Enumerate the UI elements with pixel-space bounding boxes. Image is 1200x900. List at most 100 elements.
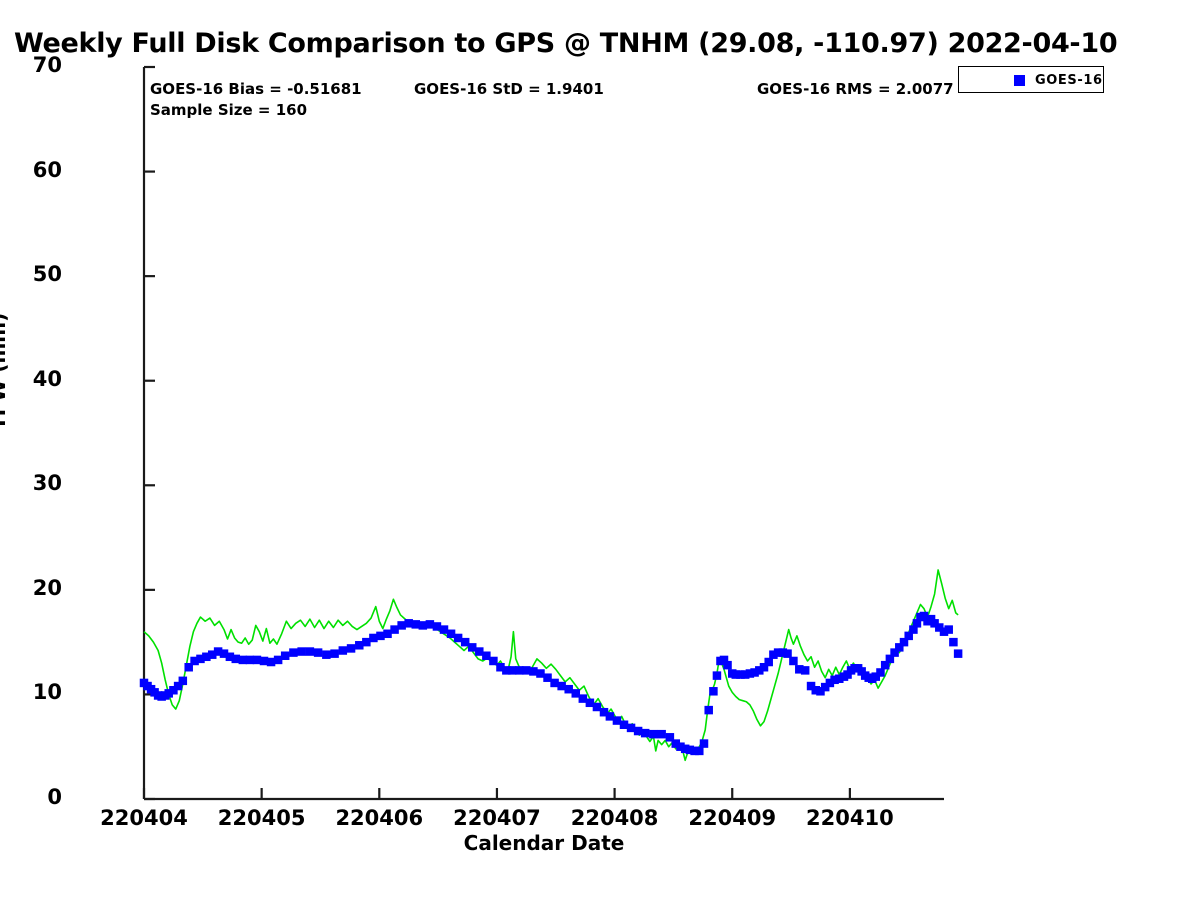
data-point-goes16 bbox=[273, 655, 283, 665]
data-point-goes16 bbox=[904, 631, 913, 641]
data-point-goes16 bbox=[759, 662, 769, 672]
data-point-goes16 bbox=[355, 641, 364, 650]
data-point-goes16 bbox=[482, 651, 491, 660]
data-point-goes16 bbox=[953, 649, 963, 658]
y-tick-label: 50 bbox=[32, 262, 62, 287]
data-point-goes16 bbox=[685, 745, 695, 755]
y-tick-label: 10 bbox=[32, 680, 62, 705]
data-point-goes16 bbox=[297, 647, 306, 656]
data-point-goes16 bbox=[704, 705, 713, 715]
legend-label-goes16: GOES-16 bbox=[1035, 73, 1103, 88]
y-tick-label: 70 bbox=[32, 53, 62, 77]
data-point-goes16 bbox=[496, 662, 505, 672]
data-point-goes16 bbox=[680, 744, 690, 754]
data-point-goes16 bbox=[536, 669, 545, 678]
data-point-goes16 bbox=[605, 712, 615, 721]
data-point-goes16 bbox=[219, 649, 229, 658]
data-point-goes16 bbox=[626, 723, 636, 733]
data-point-goes16 bbox=[939, 627, 949, 636]
legend[interactable]: GOES-16 bbox=[958, 66, 1104, 93]
data-point-goes16 bbox=[773, 648, 783, 657]
data-point-goes16 bbox=[383, 629, 392, 639]
data-point-goes16 bbox=[755, 666, 764, 675]
data-point-goes16 bbox=[369, 633, 378, 643]
y-tick-label: 30 bbox=[32, 471, 62, 496]
page-title: Weekly Full Disk Comparison to GPS @ TNH… bbox=[14, 28, 1118, 59]
data-point-goes16 bbox=[599, 707, 609, 717]
data-point-goes16 bbox=[690, 746, 699, 756]
data-point-goes16 bbox=[515, 666, 524, 675]
data-point-goes16 bbox=[909, 625, 918, 634]
data-point-goes16 bbox=[173, 681, 183, 691]
stat-std: GOES-16 StD = 1.9401 bbox=[414, 80, 604, 98]
data-point-goes16 bbox=[190, 656, 199, 666]
data-point-goes16 bbox=[305, 647, 315, 656]
data-point-goes16 bbox=[502, 666, 511, 675]
data-point-goes16 bbox=[709, 687, 718, 696]
data-point-goes16 bbox=[795, 665, 804, 674]
data-point-goes16 bbox=[489, 656, 498, 666]
data-point-goes16 bbox=[800, 666, 810, 675]
data-point-goes16 bbox=[313, 648, 323, 657]
data-point-goes16 bbox=[835, 674, 844, 683]
data-point-goes16 bbox=[657, 729, 666, 739]
data-point-goes16 bbox=[912, 619, 922, 628]
data-point-goes16 bbox=[178, 676, 188, 686]
data-point-goes16 bbox=[783, 649, 792, 658]
data-point-goes16 bbox=[880, 660, 890, 670]
x-tick-label: 220407 bbox=[453, 806, 541, 830]
data-point-goes16 bbox=[411, 620, 421, 629]
data-point-goes16 bbox=[280, 651, 290, 660]
data-point-goes16 bbox=[238, 655, 248, 665]
data-point-goes16 bbox=[522, 666, 531, 675]
y-tick-label: 40 bbox=[32, 366, 62, 391]
x-tick-label: 220404 bbox=[100, 806, 188, 830]
data-point-goes16 bbox=[876, 668, 885, 677]
data-point-goes16 bbox=[820, 682, 830, 692]
data-point-goes16 bbox=[346, 644, 356, 653]
data-point-goes16 bbox=[811, 686, 821, 695]
data-point-goes16 bbox=[432, 622, 442, 631]
data-point-goes16 bbox=[806, 681, 816, 691]
data-point-goes16 bbox=[164, 689, 173, 698]
data-point-goes16 bbox=[649, 729, 658, 739]
x-axis-label: Calendar Date bbox=[463, 831, 625, 855]
data-point-goes16 bbox=[816, 687, 825, 696]
data-point-goes16 bbox=[571, 689, 581, 698]
data-point-goes16 bbox=[330, 649, 339, 658]
data-point-goes16 bbox=[425, 620, 435, 629]
stat-sample-size: Sample Size = 160 bbox=[150, 101, 308, 119]
data-point-goes16 bbox=[592, 702, 602, 712]
data-point-goes16 bbox=[769, 650, 778, 659]
data-point-goes16 bbox=[557, 681, 566, 691]
data-point-goes16 bbox=[376, 631, 385, 641]
data-point-goes16 bbox=[439, 625, 449, 634]
data-point-goes16 bbox=[585, 698, 595, 708]
data-point-goes16 bbox=[266, 657, 276, 667]
data-point-goes16 bbox=[612, 716, 622, 725]
data-point-goes16 bbox=[169, 686, 178, 695]
data-point-goes16 bbox=[830, 675, 839, 685]
x-axis-ticks bbox=[142, 788, 851, 799]
data-point-goes16 bbox=[719, 655, 729, 665]
data-point-goes16 bbox=[259, 656, 269, 666]
data-point-goes16 bbox=[944, 625, 953, 634]
data-point-goes16 bbox=[184, 662, 193, 672]
stat-bias: GOES-16 Bias = -0.51681 bbox=[150, 80, 362, 98]
data-point-goes16 bbox=[475, 647, 484, 656]
data-point-goes16 bbox=[723, 660, 732, 670]
data-point-goes16 bbox=[578, 694, 588, 703]
x-tick-label: 220409 bbox=[688, 806, 777, 830]
data-point-goes16 bbox=[507, 666, 517, 675]
data-point-goes16 bbox=[418, 621, 428, 630]
data-point-goes16 bbox=[404, 619, 413, 628]
axis-lines bbox=[142, 67, 944, 801]
data-point-goes16 bbox=[789, 656, 798, 666]
data-point-goes16 bbox=[665, 733, 675, 742]
data-point-goes16 bbox=[640, 728, 650, 738]
data-point-goes16 bbox=[671, 739, 681, 748]
data-point-goes16 bbox=[895, 643, 904, 652]
data-point-goes16 bbox=[633, 726, 643, 736]
